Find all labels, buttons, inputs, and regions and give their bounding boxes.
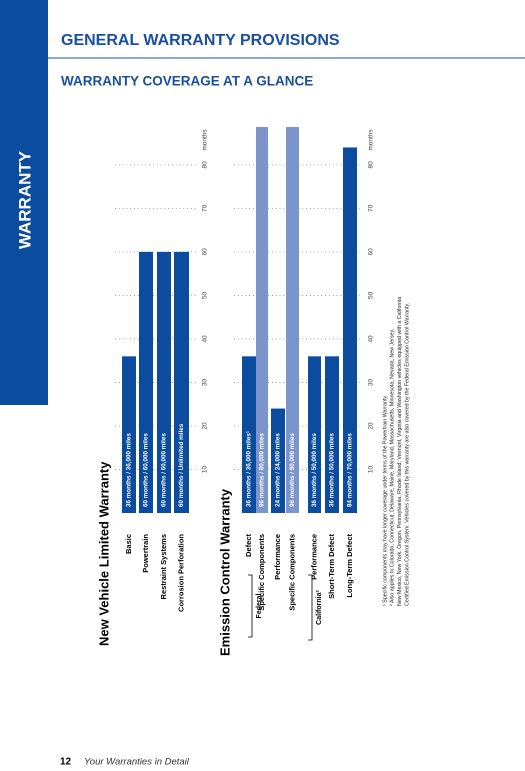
bar-label: 60 months / 60,000 miles bbox=[143, 433, 150, 507]
page-title: GENERAL WARRANTY PROVISIONS bbox=[61, 32, 340, 49]
sidebar-label: WARRANTY bbox=[15, 150, 34, 249]
y-tick-label: 80 bbox=[368, 161, 375, 169]
group-label: California² bbox=[316, 590, 323, 625]
y-tick-label: 30 bbox=[368, 378, 375, 386]
bar bbox=[343, 147, 357, 513]
group-label: Federal bbox=[256, 593, 263, 618]
bar bbox=[308, 356, 321, 513]
chart-title: Emission Control Warranty bbox=[217, 488, 232, 656]
category-label: Corrosion Perforation bbox=[176, 534, 185, 612]
category-label: Restraint Systems bbox=[159, 534, 168, 599]
footer-text: Your Warranties in Detail bbox=[84, 757, 190, 768]
y-tick-label: 20 bbox=[202, 422, 209, 430]
bar-label: 36 months / 50,000 miles bbox=[329, 433, 336, 507]
bar bbox=[286, 127, 299, 514]
category-label: Short-Term Defect bbox=[327, 534, 336, 599]
section-title: WARRANTY COVERAGE AT A GLANCE bbox=[61, 74, 313, 89]
category-label: Powertrain bbox=[141, 534, 150, 573]
bar-label: 36 months / 36,000 miles bbox=[126, 433, 133, 507]
axis-label: months bbox=[202, 129, 209, 151]
y-tick-label: 60 bbox=[202, 248, 209, 256]
bar bbox=[256, 127, 268, 514]
category-label: Long-Term Defect bbox=[345, 534, 354, 598]
chart-title: New Vehicle Limited Warranty bbox=[96, 461, 111, 646]
plot-area bbox=[242, 127, 357, 514]
bar bbox=[271, 408, 285, 513]
category-label: Specific Components bbox=[257, 534, 266, 611]
group-bracket bbox=[308, 574, 313, 641]
bar bbox=[139, 251, 153, 514]
bar-label: 36 months / 36,000 miles¹ bbox=[246, 431, 253, 507]
bar bbox=[122, 356, 136, 513]
y-tick-label: 30 bbox=[202, 378, 209, 386]
axis-label: months bbox=[368, 129, 375, 151]
y-tick-label: 60 bbox=[368, 248, 375, 256]
bar bbox=[325, 356, 339, 513]
footnote: Certified Emission Control System. Vehic… bbox=[404, 303, 410, 606]
bar-label: 60 months / 60,000 miles bbox=[161, 433, 168, 507]
bar-label: 96 months / 80,000 miles bbox=[289, 433, 296, 507]
bar-label: 84 months / 70,000 miles bbox=[347, 433, 354, 507]
category-label: Specific Components bbox=[287, 534, 296, 611]
y-tick-label: 10 bbox=[368, 465, 375, 473]
y-tick-label: 70 bbox=[368, 204, 375, 212]
footnote: ² Also applies to Colorado, Connecticut,… bbox=[390, 329, 396, 606]
y-tick-label: 80 bbox=[202, 161, 209, 169]
y-tick-label: 50 bbox=[202, 291, 209, 299]
y-tick-label: 40 bbox=[368, 335, 375, 343]
category-label: Performance bbox=[309, 534, 318, 580]
sidebar bbox=[0, 0, 48, 405]
y-tick-label: 20 bbox=[368, 422, 375, 430]
bar bbox=[174, 251, 189, 514]
page-number: 12 bbox=[60, 757, 72, 768]
category-label: Basic bbox=[124, 534, 133, 554]
bar bbox=[242, 356, 256, 513]
bar-label: 36 months / 50,000 miles bbox=[311, 433, 318, 507]
y-tick-label: 40 bbox=[202, 335, 209, 343]
plot-area bbox=[122, 251, 189, 514]
y-tick-label: 50 bbox=[368, 291, 375, 299]
y-tick-label: 10 bbox=[202, 465, 209, 473]
footnote: ¹ Specific components may have longer co… bbox=[382, 395, 388, 606]
bar-label: 96 months / 80,000 miles bbox=[259, 433, 266, 507]
bar-label: 24 months / 24,000 miles bbox=[275, 433, 282, 507]
bar bbox=[157, 251, 171, 514]
category-label: Performance bbox=[273, 534, 282, 580]
bar-label: 60 months / Unlimited miles bbox=[178, 423, 185, 507]
y-tick-label: 70 bbox=[202, 204, 209, 212]
footnote: New Mexico, New York, Oregon, Pennsylvan… bbox=[397, 297, 403, 606]
group-bracket bbox=[248, 574, 253, 638]
category-label: Defect bbox=[244, 534, 253, 557]
